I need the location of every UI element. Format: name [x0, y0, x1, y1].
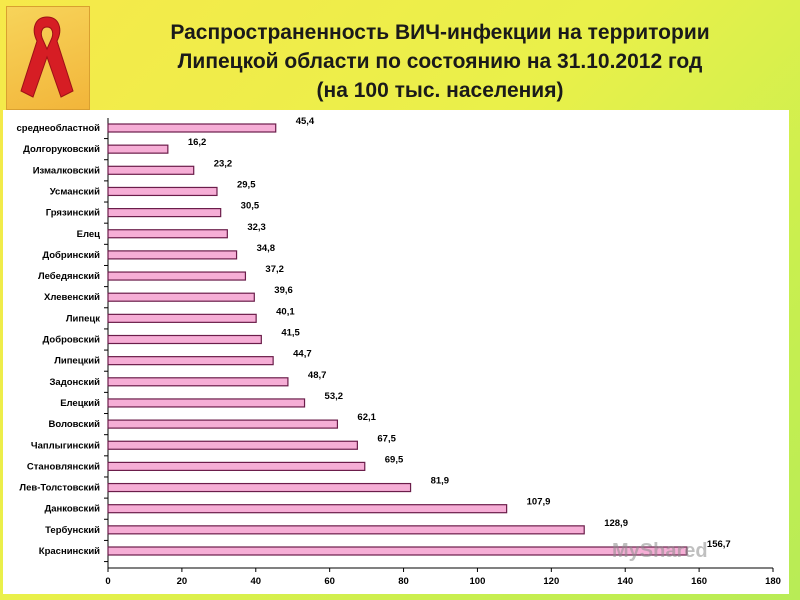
- data-label: 81,9: [431, 476, 450, 487]
- title-line-3: (на 100 тыс. населения): [316, 79, 564, 102]
- data-label: 128,9: [604, 518, 628, 529]
- category-label: Елец: [77, 229, 101, 240]
- bar-chart: среднеобластной 45,4 Долгоруковский 16,2 Изм…: [17, 116, 781, 587]
- data-label: 29,5: [237, 179, 256, 190]
- data-label: 44,7: [293, 349, 312, 360]
- data-label: 41,5: [281, 328, 300, 339]
- bar: [107, 207, 222, 218]
- data-label: 30,5: [241, 201, 260, 212]
- category-label: Липецк: [66, 313, 100, 324]
- bar: [107, 482, 412, 493]
- category-label: Лев-Толстовский: [19, 483, 100, 494]
- bar: [107, 546, 688, 556]
- title-line-1: Распространенность ВИЧ-инфекции на терри…: [170, 21, 710, 44]
- page-title: Распространенность ВИЧ-инфекции на терри…: [95, 18, 785, 105]
- category-label: среднеобластной: [17, 123, 101, 134]
- bar: [107, 356, 274, 366]
- data-label: 62,1: [357, 412, 376, 423]
- bar: [107, 250, 238, 260]
- ribbon-logo: [6, 6, 90, 110]
- red-ribbon-icon: [20, 16, 74, 98]
- data-label: 53,2: [325, 391, 344, 402]
- category-label: Задонский: [49, 377, 100, 388]
- x-tick-label: 120: [543, 576, 559, 587]
- x-tick-label: 0: [105, 576, 110, 587]
- bar: [107, 186, 218, 197]
- watermark: MyShared: [612, 540, 708, 562]
- category-label: Добровский: [43, 335, 101, 346]
- bar: [107, 229, 228, 239]
- data-label: 32,3: [247, 222, 266, 233]
- category-label: Воловский: [49, 419, 101, 430]
- category-label: Долгоруковский: [23, 144, 100, 155]
- x-tick-label: 160: [691, 576, 707, 587]
- data-label: 23,2: [214, 158, 233, 169]
- bar: [107, 123, 277, 133]
- data-label: 156,7: [707, 539, 731, 550]
- category-label: Чаплыгинский: [31, 440, 100, 451]
- data-label: 37,2: [265, 264, 284, 275]
- category-label: Хлевенский: [44, 292, 100, 303]
- x-tick-label: 100: [470, 576, 486, 587]
- x-tick-label: 60: [324, 576, 335, 587]
- x-tick-label: 180: [765, 576, 781, 587]
- category-label: Елецкий: [60, 398, 100, 409]
- data-label: 39,6: [274, 285, 293, 296]
- bar: [107, 271, 247, 281]
- chart-panel: среднеобластной 45,4 Долгоруковский 16,2 Изм…: [3, 110, 789, 594]
- x-tick-label: 20: [177, 576, 188, 587]
- title-line-2: Липецкой области по состоянию на 31.10.2…: [177, 50, 703, 73]
- data-label: 34,8: [257, 243, 276, 254]
- data-label: 45,4: [296, 116, 315, 127]
- bar: [107, 440, 358, 450]
- data-label: 67,5: [377, 433, 396, 444]
- bar: [107, 504, 508, 514]
- data-label: 107,9: [527, 497, 551, 508]
- data-label: 40,1: [276, 306, 295, 317]
- x-tick-label: 140: [617, 576, 633, 587]
- category-label: Грязинский: [46, 208, 100, 219]
- category-label: Усманский: [50, 186, 100, 197]
- bar: [107, 461, 366, 471]
- category-label: Тербунский: [45, 525, 100, 536]
- bar: [107, 398, 306, 408]
- data-label: 16,2: [188, 137, 207, 148]
- bar: [107, 292, 255, 302]
- data-label: 69,5: [385, 454, 404, 465]
- bar: [107, 334, 262, 345]
- category-label: Становлянский: [27, 461, 100, 472]
- bar: [107, 165, 195, 175]
- category-label: Измалковский: [33, 165, 100, 176]
- category-label: Добринский: [42, 250, 100, 261]
- x-tick-label: 40: [250, 576, 261, 587]
- bar: [107, 377, 289, 387]
- category-label: Липецкий: [54, 356, 100, 367]
- category-label: Краснинский: [39, 546, 100, 557]
- x-tick-label: 80: [398, 576, 409, 587]
- bar: [107, 313, 257, 323]
- bar: [107, 419, 339, 429]
- data-label: 48,7: [308, 370, 327, 381]
- bar: [107, 144, 169, 154]
- category-label: Данковский: [44, 504, 100, 515]
- bar: [107, 525, 585, 535]
- category-label: Лебедянский: [38, 271, 100, 282]
